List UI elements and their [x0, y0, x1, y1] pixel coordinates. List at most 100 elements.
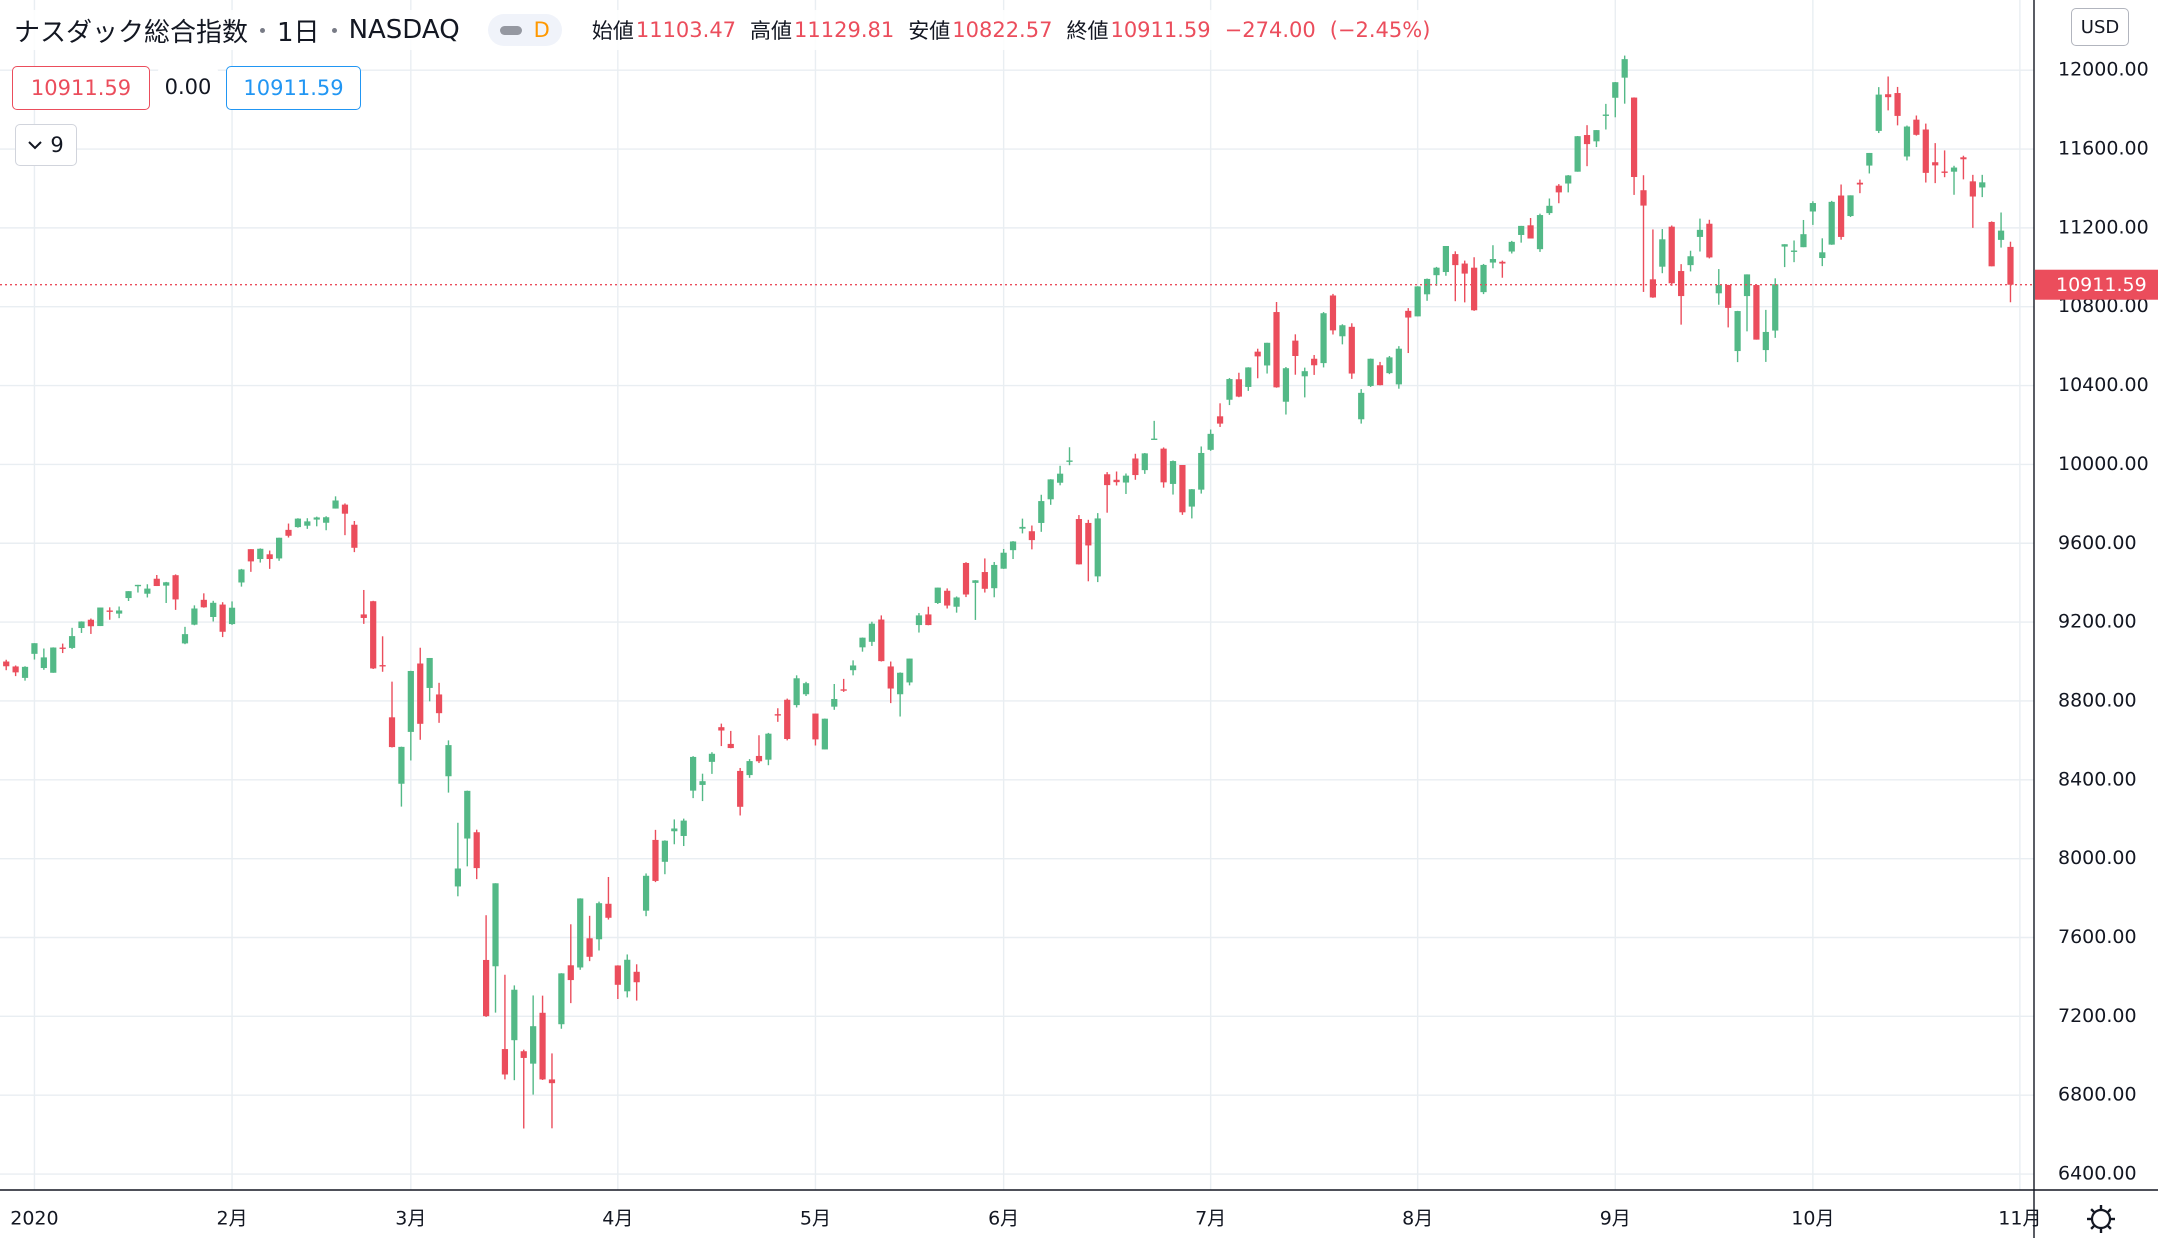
candle-body [40, 657, 47, 669]
candle-body [755, 755, 763, 762]
candle-body [586, 938, 593, 957]
candle-body [78, 621, 85, 629]
candle-body [1941, 171, 1948, 173]
candle-body [1790, 250, 1798, 252]
y-tick-label: 6400.00 [2058, 1163, 2137, 1185]
candle-body [530, 1026, 537, 1064]
ask-box[interactable]: 10911.59 [226, 66, 361, 110]
candle-body [1499, 261, 1506, 264]
candle-body [812, 713, 819, 740]
spread: 0.00 [158, 66, 218, 108]
candle-body [1913, 119, 1920, 135]
chevron-icon [28, 141, 43, 150]
price-label: 10911.59 [2056, 274, 2147, 296]
candle-body [1329, 295, 1337, 331]
candle-body [1433, 267, 1440, 276]
candle-body [1536, 215, 1544, 250]
candle-body [1875, 94, 1882, 131]
y-tick-label: 7600.00 [2058, 926, 2137, 948]
candle-body [426, 657, 433, 688]
candle-body [1273, 312, 1280, 388]
candle-body [1019, 526, 1026, 529]
settings-icon-tooth [2090, 1208, 2095, 1213]
candle-body [1837, 195, 1845, 237]
candle-body [1264, 342, 1271, 366]
candle-body [257, 548, 264, 560]
indicator-count: 9 [50, 133, 64, 157]
candle-body [680, 820, 687, 836]
candle-body [200, 599, 207, 608]
candle-body [144, 588, 151, 594]
candle-body [859, 637, 866, 648]
candle-body [1489, 259, 1497, 263]
candle-body [12, 666, 19, 673]
candle-body [1715, 285, 1722, 294]
candle-body [1847, 195, 1854, 217]
candle-body [125, 591, 132, 599]
y-tick-label: 11600.00 [2058, 138, 2149, 160]
candle-body [802, 683, 810, 695]
candle-body [1960, 157, 1967, 160]
candle-body [501, 1049, 509, 1075]
candle-body [87, 619, 95, 627]
candle-body [1311, 358, 1318, 366]
collapse-button[interactable]: 9 [15, 124, 77, 166]
price-label-box [2035, 269, 2158, 300]
candle-body [605, 903, 612, 918]
candle-body [1386, 357, 1393, 374]
candle-body [163, 582, 170, 586]
y-tick-label: 12000.00 [2058, 59, 2149, 81]
candle-body [1160, 448, 1167, 483]
candle-body [1423, 278, 1431, 295]
badge-label: D [533, 18, 550, 42]
candle-body [407, 670, 414, 732]
candle-body [370, 601, 377, 669]
exchange: NASDAQ [348, 15, 460, 45]
candle-body [1988, 221, 1995, 267]
data-badge[interactable]: D [487, 14, 562, 46]
candle-body [1376, 365, 1384, 386]
candle-body [1292, 340, 1299, 356]
candle-body [1950, 167, 1958, 172]
candle-body [1819, 252, 1826, 259]
candle-body [1753, 285, 1760, 340]
candle-body [454, 868, 461, 887]
candle-body [981, 572, 988, 589]
y-tick-label: 9200.00 [2058, 611, 2137, 633]
x-tick-label: 5月 [800, 1208, 831, 1230]
candle-body [1979, 182, 1986, 188]
candle-body [1188, 489, 1195, 507]
candle-body [97, 607, 104, 627]
candle-body [1216, 416, 1224, 424]
x-tick-label: 8月 [1402, 1208, 1433, 1230]
candle-body [1508, 241, 1515, 252]
candle-body [445, 745, 452, 777]
candle-body [765, 733, 772, 760]
low-label: 安値 [908, 19, 951, 43]
candle-body [1659, 239, 1666, 267]
candle-body [1903, 126, 1911, 157]
candle-body [210, 602, 217, 617]
x-tick-label: 2020 [10, 1208, 58, 1230]
currency-button[interactable]: USD [2071, 8, 2129, 46]
y-tick-label: 8400.00 [2058, 768, 2137, 790]
y-tick-label: 8000.00 [2058, 847, 2137, 869]
candle-body [1668, 226, 1675, 284]
candle-body [332, 500, 339, 509]
bid-box[interactable]: 10911.59 [12, 66, 150, 110]
candle-body [1856, 182, 1864, 185]
candle-body [1696, 229, 1704, 237]
candle-body [1640, 190, 1647, 206]
candle-body [595, 903, 603, 940]
candle-body [1207, 433, 1214, 450]
settings-icon[interactable] [2090, 1208, 2112, 1230]
candle-body [1056, 473, 1064, 483]
candle-body [116, 610, 123, 614]
candle-body [1734, 311, 1741, 352]
candle-body [1254, 351, 1261, 357]
candle-body [50, 647, 57, 673]
candle-body [1471, 267, 1478, 311]
candle-body [191, 608, 198, 625]
candle-body [172, 575, 179, 600]
candle-body [1800, 234, 1807, 248]
